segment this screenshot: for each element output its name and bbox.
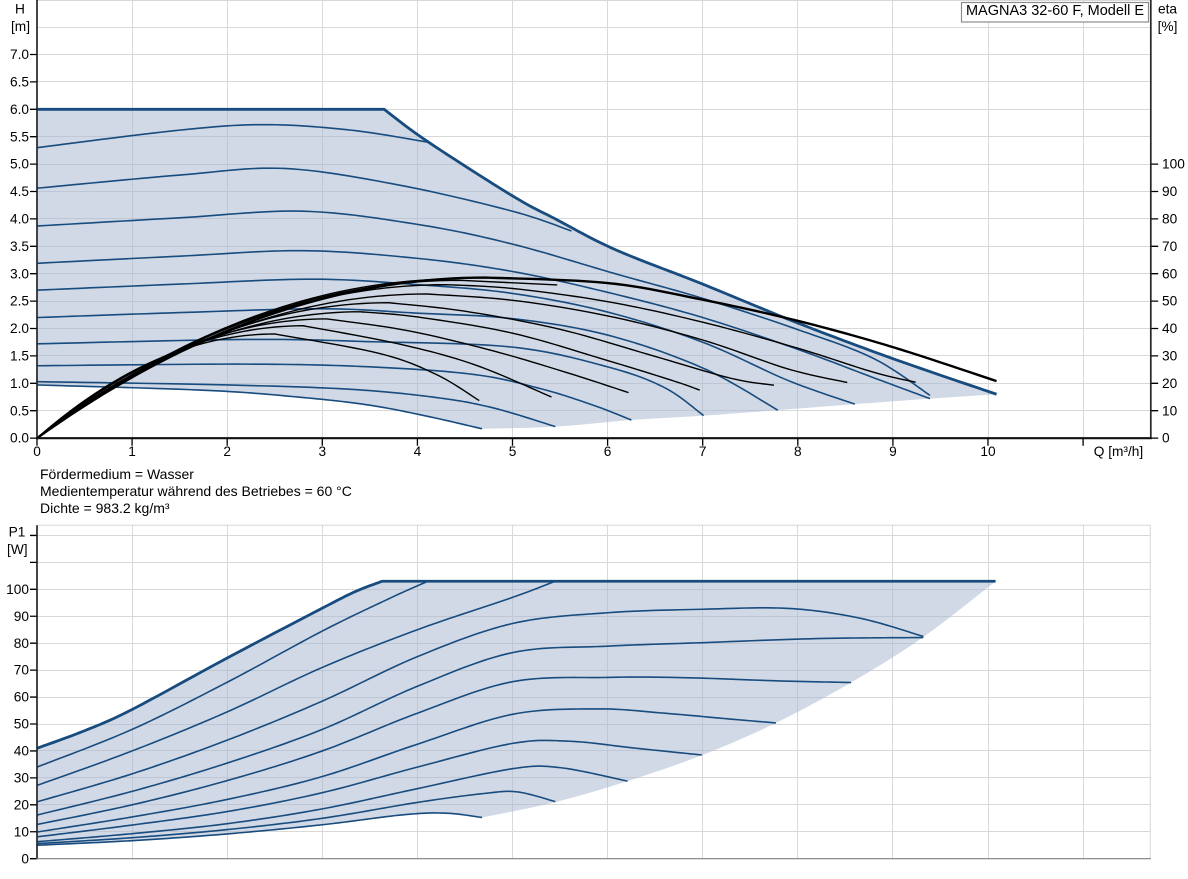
svg-text:50: 50 [1162, 294, 1178, 309]
svg-text:8: 8 [794, 444, 802, 459]
svg-text:80: 80 [14, 636, 30, 651]
svg-text:60: 60 [1162, 266, 1178, 281]
svg-text:70: 70 [14, 663, 30, 678]
svg-text:100: 100 [6, 582, 29, 597]
svg-text:20: 20 [14, 797, 30, 812]
svg-text:60: 60 [14, 690, 30, 705]
svg-text:30: 30 [1162, 349, 1178, 364]
svg-text:9: 9 [889, 444, 897, 459]
svg-text:50: 50 [14, 717, 30, 732]
svg-text:Dichte = 983.2 kg/m³: Dichte = 983.2 kg/m³ [40, 500, 170, 516]
svg-text:[W]: [W] [7, 542, 28, 557]
svg-text:0: 0 [21, 851, 29, 866]
svg-text:6: 6 [604, 444, 612, 459]
svg-text:10: 10 [14, 824, 30, 839]
svg-text:1: 1 [128, 444, 136, 459]
svg-text:eta: eta [1158, 2, 1177, 17]
svg-text:Q [m³/h]: Q [m³/h] [1094, 444, 1143, 459]
svg-text:7: 7 [699, 444, 707, 459]
svg-text:MAGNA3 32-60 F, Modell E: MAGNA3 32-60 F, Modell E [966, 3, 1144, 19]
svg-text:10: 10 [980, 444, 996, 459]
svg-text:80: 80 [1162, 212, 1178, 227]
svg-text:5.0: 5.0 [10, 157, 29, 172]
svg-text:2.0: 2.0 [10, 321, 29, 336]
svg-text:2.5: 2.5 [10, 294, 29, 309]
svg-text:0: 0 [1162, 431, 1170, 446]
svg-text:0.0: 0.0 [10, 431, 29, 446]
svg-text:6.5: 6.5 [10, 75, 29, 90]
svg-text:30: 30 [14, 770, 30, 785]
svg-text:40: 40 [1162, 321, 1178, 336]
svg-text:5.5: 5.5 [10, 129, 29, 144]
svg-text:6.0: 6.0 [10, 102, 29, 117]
svg-text:1.5: 1.5 [10, 349, 29, 364]
svg-text:Medientemperatur während des B: Medientemperatur während des Betriebes =… [40, 483, 352, 499]
svg-text:90: 90 [1162, 184, 1178, 199]
svg-text:7.0: 7.0 [10, 47, 29, 62]
svg-text:0: 0 [33, 444, 41, 459]
svg-text:4.0: 4.0 [10, 212, 29, 227]
svg-text:[%]: [%] [1158, 19, 1178, 34]
svg-text:3.0: 3.0 [10, 266, 29, 281]
svg-text:4: 4 [414, 444, 422, 459]
svg-text:1.0: 1.0 [10, 376, 29, 391]
svg-text:10: 10 [1162, 403, 1178, 418]
svg-text:3.5: 3.5 [10, 239, 29, 254]
svg-text:[m]: [m] [11, 19, 30, 34]
svg-text:H: H [15, 2, 25, 17]
svg-text:40: 40 [14, 744, 30, 759]
svg-text:2: 2 [223, 444, 231, 459]
svg-text:3: 3 [318, 444, 326, 459]
svg-text:0.5: 0.5 [10, 403, 29, 418]
svg-text:100: 100 [1162, 157, 1185, 172]
svg-text:P1: P1 [9, 525, 26, 540]
svg-text:20: 20 [1162, 376, 1178, 391]
svg-text:5: 5 [509, 444, 517, 459]
svg-text:90: 90 [14, 609, 30, 624]
svg-text:4.5: 4.5 [10, 184, 29, 199]
svg-text:Fördermedium = Wasser: Fördermedium = Wasser [40, 466, 194, 482]
svg-text:70: 70 [1162, 239, 1178, 254]
